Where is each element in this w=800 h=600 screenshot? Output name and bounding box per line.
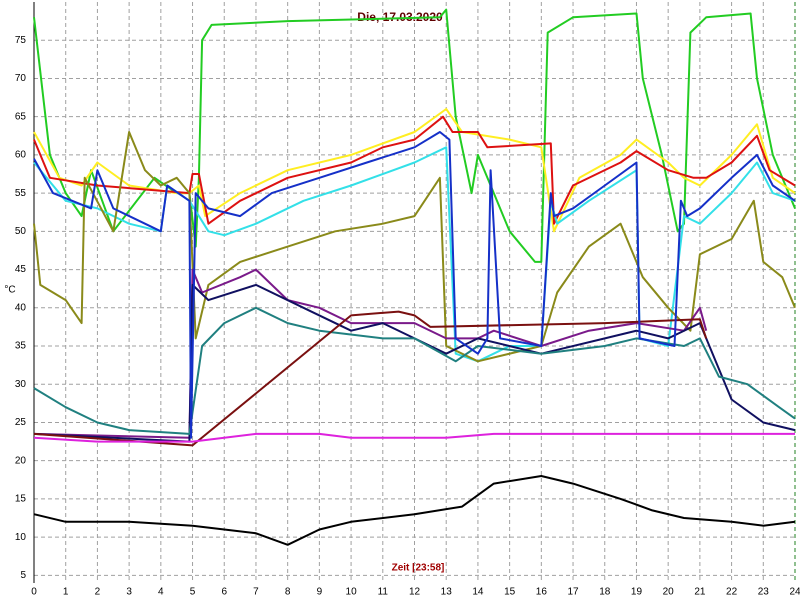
series-line [33, 131, 796, 439]
y-tick-label: 55 [15, 188, 27, 199]
x-tick-label: 5 [190, 587, 196, 598]
y-tick-label: 60 [15, 150, 27, 161]
x-tick-label: 7 [253, 587, 259, 598]
series-line [33, 8, 796, 263]
y-tick-label: 25 [15, 417, 27, 428]
y-tick-label: 30 [15, 379, 27, 390]
x-tick-label: 8 [285, 587, 291, 598]
series-line [33, 310, 708, 447]
x-tick-label: 11 [378, 587, 389, 598]
x-tick-label: 22 [726, 587, 738, 598]
x-tick-label: 9 [317, 587, 323, 598]
series-line [33, 283, 796, 443]
x-tick-label: 6 [221, 587, 227, 598]
y-tick-label: 40 [15, 302, 27, 313]
series-line [33, 131, 796, 363]
x-tick-label: 17 [567, 587, 579, 598]
x-tick-label: 24 [789, 587, 800, 598]
y-tick-label: 35 [15, 341, 27, 352]
x-tick-label: 1 [63, 587, 69, 598]
x-tick-label: 10 [346, 587, 358, 598]
y-tick-label: 50 [15, 226, 27, 237]
series-line [33, 475, 796, 546]
x-tick-label: 4 [158, 587, 164, 598]
y-axis-label: °C [4, 285, 15, 296]
y-tick-label: 15 [15, 494, 27, 505]
x-tick-label: 16 [536, 587, 548, 598]
x-tick-label: 13 [441, 587, 453, 598]
x-tick-label: 21 [694, 587, 706, 598]
x-tick-label: 20 [663, 587, 675, 598]
x-tick-label: 0 [31, 587, 37, 598]
x-tick-label: 15 [504, 587, 516, 598]
y-tick-label: 10 [15, 532, 27, 543]
series-line [33, 306, 796, 435]
series-line [33, 115, 796, 225]
x-tick-label: 18 [599, 587, 611, 598]
y-tick-label: 70 [15, 73, 27, 84]
x-tick-label: 3 [126, 587, 132, 598]
x-tick-label: 19 [631, 587, 643, 598]
y-tick-label: 45 [15, 264, 27, 275]
y-tick-label: 65 [15, 111, 27, 122]
x-tick-label: 14 [472, 587, 484, 598]
y-tick-label: 5 [20, 570, 26, 581]
series-line [33, 432, 795, 443]
x-tick-label: 2 [95, 587, 101, 598]
x-tick-label: 12 [409, 587, 421, 598]
series-line [33, 268, 708, 439]
chart-title: Die, 17.03.2020 [357, 10, 443, 24]
x-tick-label: 23 [758, 587, 770, 598]
y-tick-label: 20 [15, 455, 27, 466]
y-tick-label: 75 [15, 35, 27, 46]
x-axis-label: Zeit [23:58] [392, 563, 445, 574]
